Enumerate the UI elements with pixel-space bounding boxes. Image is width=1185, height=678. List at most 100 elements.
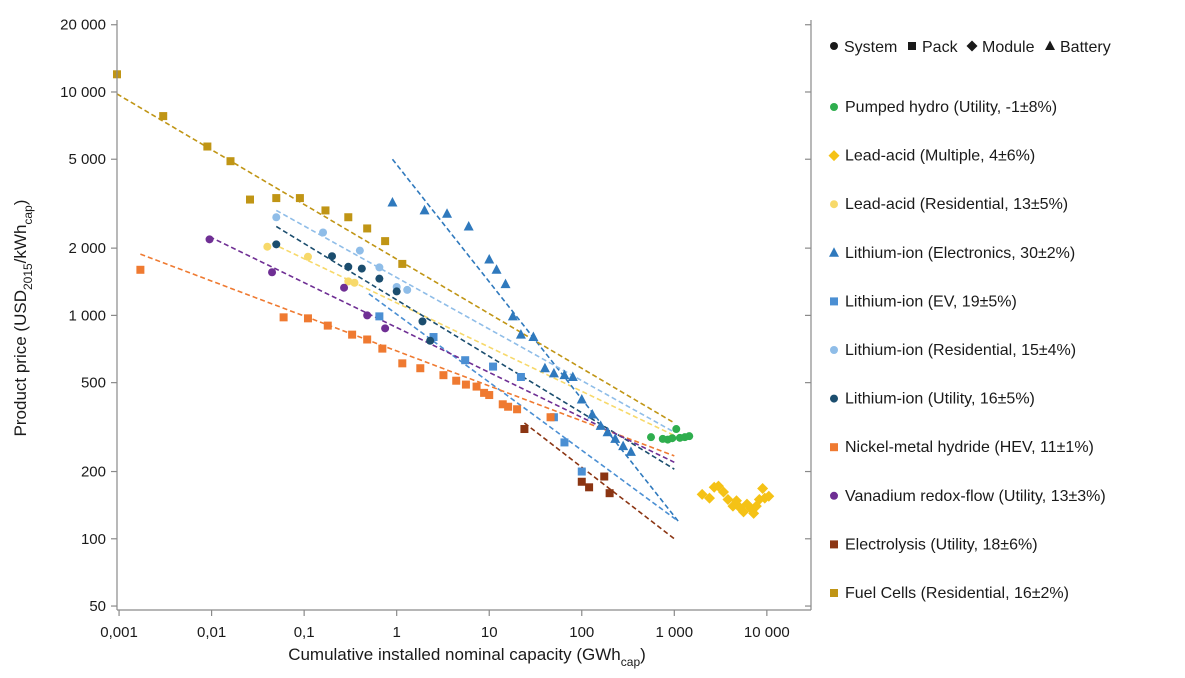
legend-series-marker [830, 491, 838, 500]
data-point-3 [576, 394, 587, 404]
data-point-7 [363, 335, 372, 344]
legend-series-label: Vanadium redox-flow (Utility, 13±3%) [845, 488, 1106, 505]
x-tick-label: 0,1 [294, 624, 315, 641]
y-axis-title: Product price (USD2015/kWhcap) [11, 200, 35, 437]
data-point-8 [340, 283, 349, 292]
data-point-6 [328, 252, 337, 261]
data-point-2 [303, 252, 312, 261]
data-point-3 [618, 440, 629, 451]
legend-series-marker [830, 443, 838, 452]
data-point-7 [504, 402, 513, 411]
data-point-0 [685, 432, 694, 441]
data-point-10 [381, 237, 390, 246]
y-tick-label: 500 [81, 375, 106, 392]
data-point-4 [560, 438, 569, 447]
data-point-3 [559, 369, 570, 380]
data-point-10 [226, 157, 235, 166]
trend-line-8 [209, 235, 675, 464]
legend-marker-label: Pack [922, 39, 959, 56]
data-point-8 [205, 235, 214, 244]
legend-series-label: Lithium-ion (Residential, 15±4%) [845, 342, 1076, 359]
y-tick-label: 20 000 [60, 17, 106, 34]
data-point-2 [344, 277, 353, 286]
data-point-7 [485, 391, 494, 400]
data-point-3 [548, 367, 559, 378]
legend-marker-square [908, 42, 916, 50]
data-point-7 [439, 371, 448, 380]
legend-series-marker [830, 200, 838, 209]
data-point-4 [429, 333, 438, 342]
data-point-2 [263, 242, 272, 251]
data-point-7 [416, 364, 425, 373]
legend-series-label: Lead-acid (Residential, 13±5%) [845, 196, 1068, 213]
y-tick-label: 1 000 [68, 307, 106, 324]
legend-series-label: Fuel Cells (Residential, 16±2%) [845, 585, 1069, 602]
data-point-7 [480, 388, 489, 397]
legend-marker-label: System [844, 39, 897, 56]
data-point-10 [272, 194, 281, 203]
data-point-8 [381, 324, 390, 333]
data-point-6 [357, 264, 366, 273]
legend-marker-triangle [1045, 40, 1055, 50]
data-point-3 [595, 420, 606, 430]
x-tick-label: 100 [569, 624, 594, 641]
data-point-1 [696, 488, 708, 500]
data-point-1 [763, 490, 775, 502]
legend-marker-circle [830, 42, 838, 50]
data-point-10 [363, 224, 372, 233]
data-point-3 [625, 446, 636, 456]
data-point-3 [610, 433, 621, 443]
x-tick-label: 0,01 [197, 624, 226, 641]
legend-series-marker [828, 150, 840, 162]
data-point-10 [203, 142, 212, 151]
data-point-10 [295, 194, 304, 203]
data-point-3 [442, 208, 453, 218]
data-point-6 [375, 274, 384, 283]
data-point-3 [419, 204, 430, 215]
data-point-3 [528, 331, 539, 342]
data-point-7 [472, 382, 481, 391]
legend-marker-diamond [966, 40, 978, 52]
data-point-7 [323, 321, 332, 330]
data-point-3 [515, 329, 526, 339]
data-point-7 [498, 400, 507, 409]
y-tick-label: 50 [89, 598, 106, 615]
data-point-2 [350, 278, 359, 287]
data-point-0 [647, 433, 656, 442]
data-point-5 [375, 263, 384, 272]
data-point-7 [378, 344, 387, 353]
data-point-10 [344, 213, 353, 222]
data-point-3 [500, 278, 511, 289]
data-point-6 [344, 262, 353, 271]
data-point-5 [272, 213, 281, 222]
legend-series-label: Nickel-metal hydride (HEV, 11±1%) [845, 439, 1094, 456]
data-point-3 [491, 264, 502, 274]
x-tick-label: 1 [393, 624, 401, 641]
legend-series-label: Electrolysis (Utility, 18±6%) [845, 536, 1038, 553]
data-point-6 [418, 317, 427, 326]
legend-series-label: Pumped hydro (Utility, -1±8%) [845, 99, 1057, 116]
data-point-10 [398, 259, 407, 268]
legend-series-marker [830, 346, 838, 354]
data-point-7 [452, 376, 461, 385]
data-point-4 [489, 362, 498, 371]
x-tick-label: 10 [481, 624, 498, 641]
y-tick-label: 2 000 [68, 240, 106, 257]
data-point-5 [403, 285, 412, 294]
y-tick-label: 5 000 [68, 151, 106, 168]
data-point-9 [605, 489, 614, 498]
axes: 50 100 200 500 1 000 2 000 5 000 10 000 20 000 0,… [60, 17, 812, 641]
y-tick-label: 200 [81, 464, 106, 481]
data-point-9 [600, 472, 609, 481]
data-points [113, 70, 775, 519]
legend-series-label: Lithium-ion (EV, 19±5%) [845, 293, 1017, 310]
data-point-4 [375, 312, 384, 321]
x-tick-label: 0,001 [100, 624, 138, 641]
data-point-7 [398, 359, 407, 368]
x-axis-title: Cumulative installed nominal capacity (G… [288, 645, 646, 669]
data-point-3 [484, 253, 495, 264]
data-point-3 [463, 220, 474, 231]
data-point-7 [513, 405, 522, 414]
legend-series-marker [830, 540, 838, 549]
data-point-1 [722, 493, 734, 505]
